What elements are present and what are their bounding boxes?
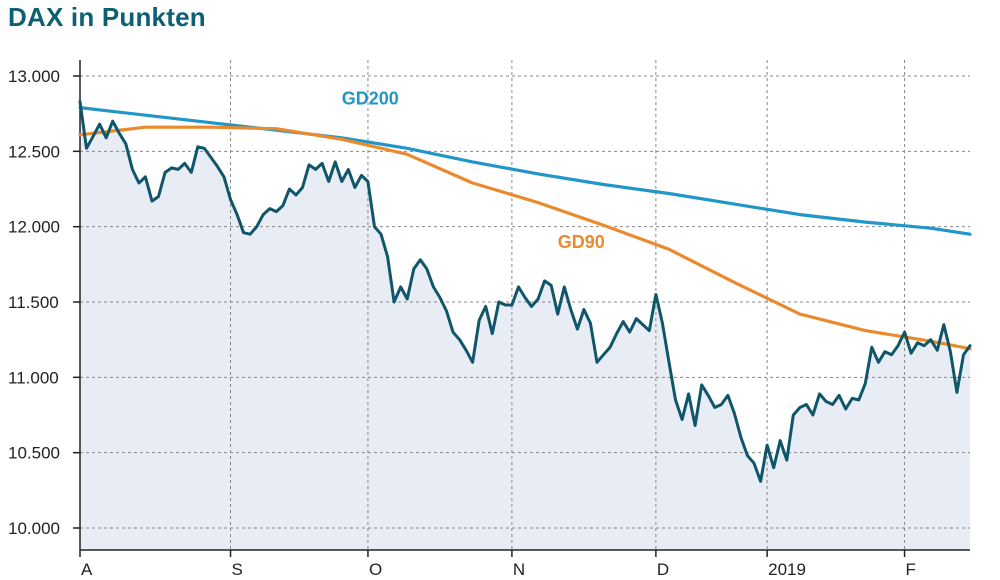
label-layer: GD200 GD90 bbox=[342, 89, 605, 252]
x-tick-label: 2019 bbox=[768, 560, 806, 579]
series-layer bbox=[78, 100, 972, 483]
x-tick-label: A bbox=[81, 560, 93, 579]
y-tick-label: 11.500 bbox=[8, 293, 59, 312]
x-tick-label: F bbox=[906, 560, 916, 579]
y-tick-label: 10.500 bbox=[8, 444, 60, 463]
dax-area-layer bbox=[80, 101, 970, 550]
y-tick-label: 13.000 bbox=[8, 67, 60, 86]
grid-layer bbox=[80, 60, 970, 550]
x-tick-label: O bbox=[369, 560, 382, 579]
x-tick-label: N bbox=[513, 560, 525, 579]
dax-area-fill bbox=[80, 101, 970, 550]
x-tick-label: S bbox=[232, 560, 243, 579]
axis-layer: 10.000 10.500 11.000 11.500 12.000 12.500 13.0… bbox=[8, 60, 970, 579]
gd90-label: GD90 bbox=[558, 232, 605, 252]
gd90-line bbox=[78, 125, 972, 351]
y-tick-label: 10.000 bbox=[8, 519, 60, 538]
gd200-line bbox=[78, 105, 972, 236]
gd200-label: GD200 bbox=[342, 89, 399, 109]
y-tick-label: 12.500 bbox=[8, 142, 60, 161]
x-tick-label: D bbox=[657, 560, 669, 579]
dax-line bbox=[78, 100, 972, 483]
chart-title: DAX in Punkten bbox=[8, 2, 206, 32]
y-tick-label: 12.000 bbox=[8, 218, 60, 237]
y-tick-label: 11.000 bbox=[8, 368, 59, 387]
